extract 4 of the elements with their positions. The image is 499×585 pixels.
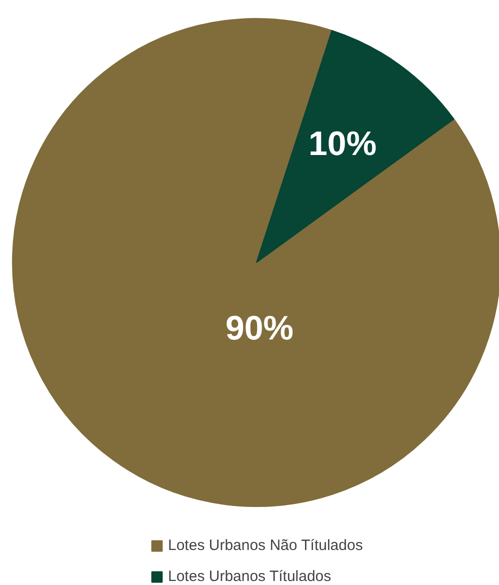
data-label: 90% — [225, 310, 294, 348]
data-label: 10% — [308, 125, 377, 164]
legend-label: Lotes Urbanos Não Títulados — [168, 537, 363, 554]
legend-label: Lotes Urbanos Títulados — [168, 568, 332, 585]
